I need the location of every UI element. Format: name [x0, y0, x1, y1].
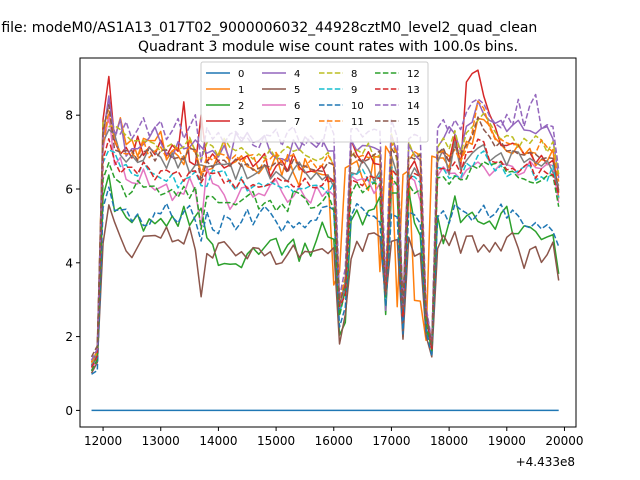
x-tick-label: 13000 [142, 434, 180, 448]
series-line-3 [90, 69, 560, 363]
series-line-6 [90, 113, 560, 371]
legend-label-0: 0 [238, 69, 244, 80]
legend-label-12: 12 [407, 69, 420, 80]
legend-label-10: 10 [351, 101, 364, 112]
plot-area-frame [79, 57, 577, 428]
legend-label-15: 15 [407, 117, 420, 128]
legend-label-8: 8 [351, 69, 357, 80]
legend-label-5: 5 [294, 85, 300, 96]
y-axis: 0 2 4 6 8 [65, 109, 80, 418]
series-line-15 [90, 104, 560, 358]
x-tick-label: 18000 [430, 434, 468, 448]
chart-title: Quadrant 3 module wise count rates with … [138, 39, 518, 55]
x-tick-label: 15000 [257, 434, 295, 448]
figure-suptitle: n file: modeM0/AS1A13_017T02_9000006032_… [0, 20, 537, 36]
y-tick-label: 0 [65, 404, 73, 418]
legend-label-4: 4 [294, 69, 300, 80]
y-tick-label: 4 [65, 256, 73, 270]
series-line-2 [90, 174, 560, 366]
series-line-9 [90, 149, 560, 368]
series-line-12 [90, 160, 560, 372]
legend-label-9: 9 [351, 85, 357, 96]
series-line-7 [90, 128, 560, 366]
series-line-13 [90, 138, 560, 368]
series-line-4 [90, 95, 560, 367]
x-axis: 12000 13000 14000 15000 16000 17000 18000 19000… [84, 427, 584, 448]
legend-label-3: 3 [238, 117, 244, 128]
y-tick-label: 6 [65, 182, 73, 196]
legend-label-13: 13 [407, 85, 420, 96]
x-axis-offset-label: +4.433e8 [516, 455, 575, 469]
legend-label-2: 2 [238, 101, 244, 112]
series-line-10 [91, 186, 560, 375]
legend-label-1: 1 [238, 85, 244, 96]
x-tick-label: 14000 [199, 434, 237, 448]
legend-label-7: 7 [294, 117, 300, 128]
series-layer [90, 69, 560, 412]
series-line-8 [90, 112, 560, 364]
x-tick-label: 20000 [545, 434, 583, 448]
legend-label-6: 6 [294, 101, 300, 112]
x-tick-label: 12000 [84, 434, 122, 448]
x-tick-label: 17000 [372, 434, 410, 448]
series-line-5 [90, 204, 560, 374]
series-line-14 [90, 93, 560, 361]
y-tick-label: 2 [65, 330, 73, 344]
x-tick-label: 16000 [315, 434, 353, 448]
legend-label-11: 11 [351, 117, 364, 128]
y-tick-label: 8 [65, 109, 73, 123]
legend-label-14: 14 [407, 101, 420, 112]
x-tick-label: 19000 [488, 434, 526, 448]
legend-box [200, 61, 429, 143]
